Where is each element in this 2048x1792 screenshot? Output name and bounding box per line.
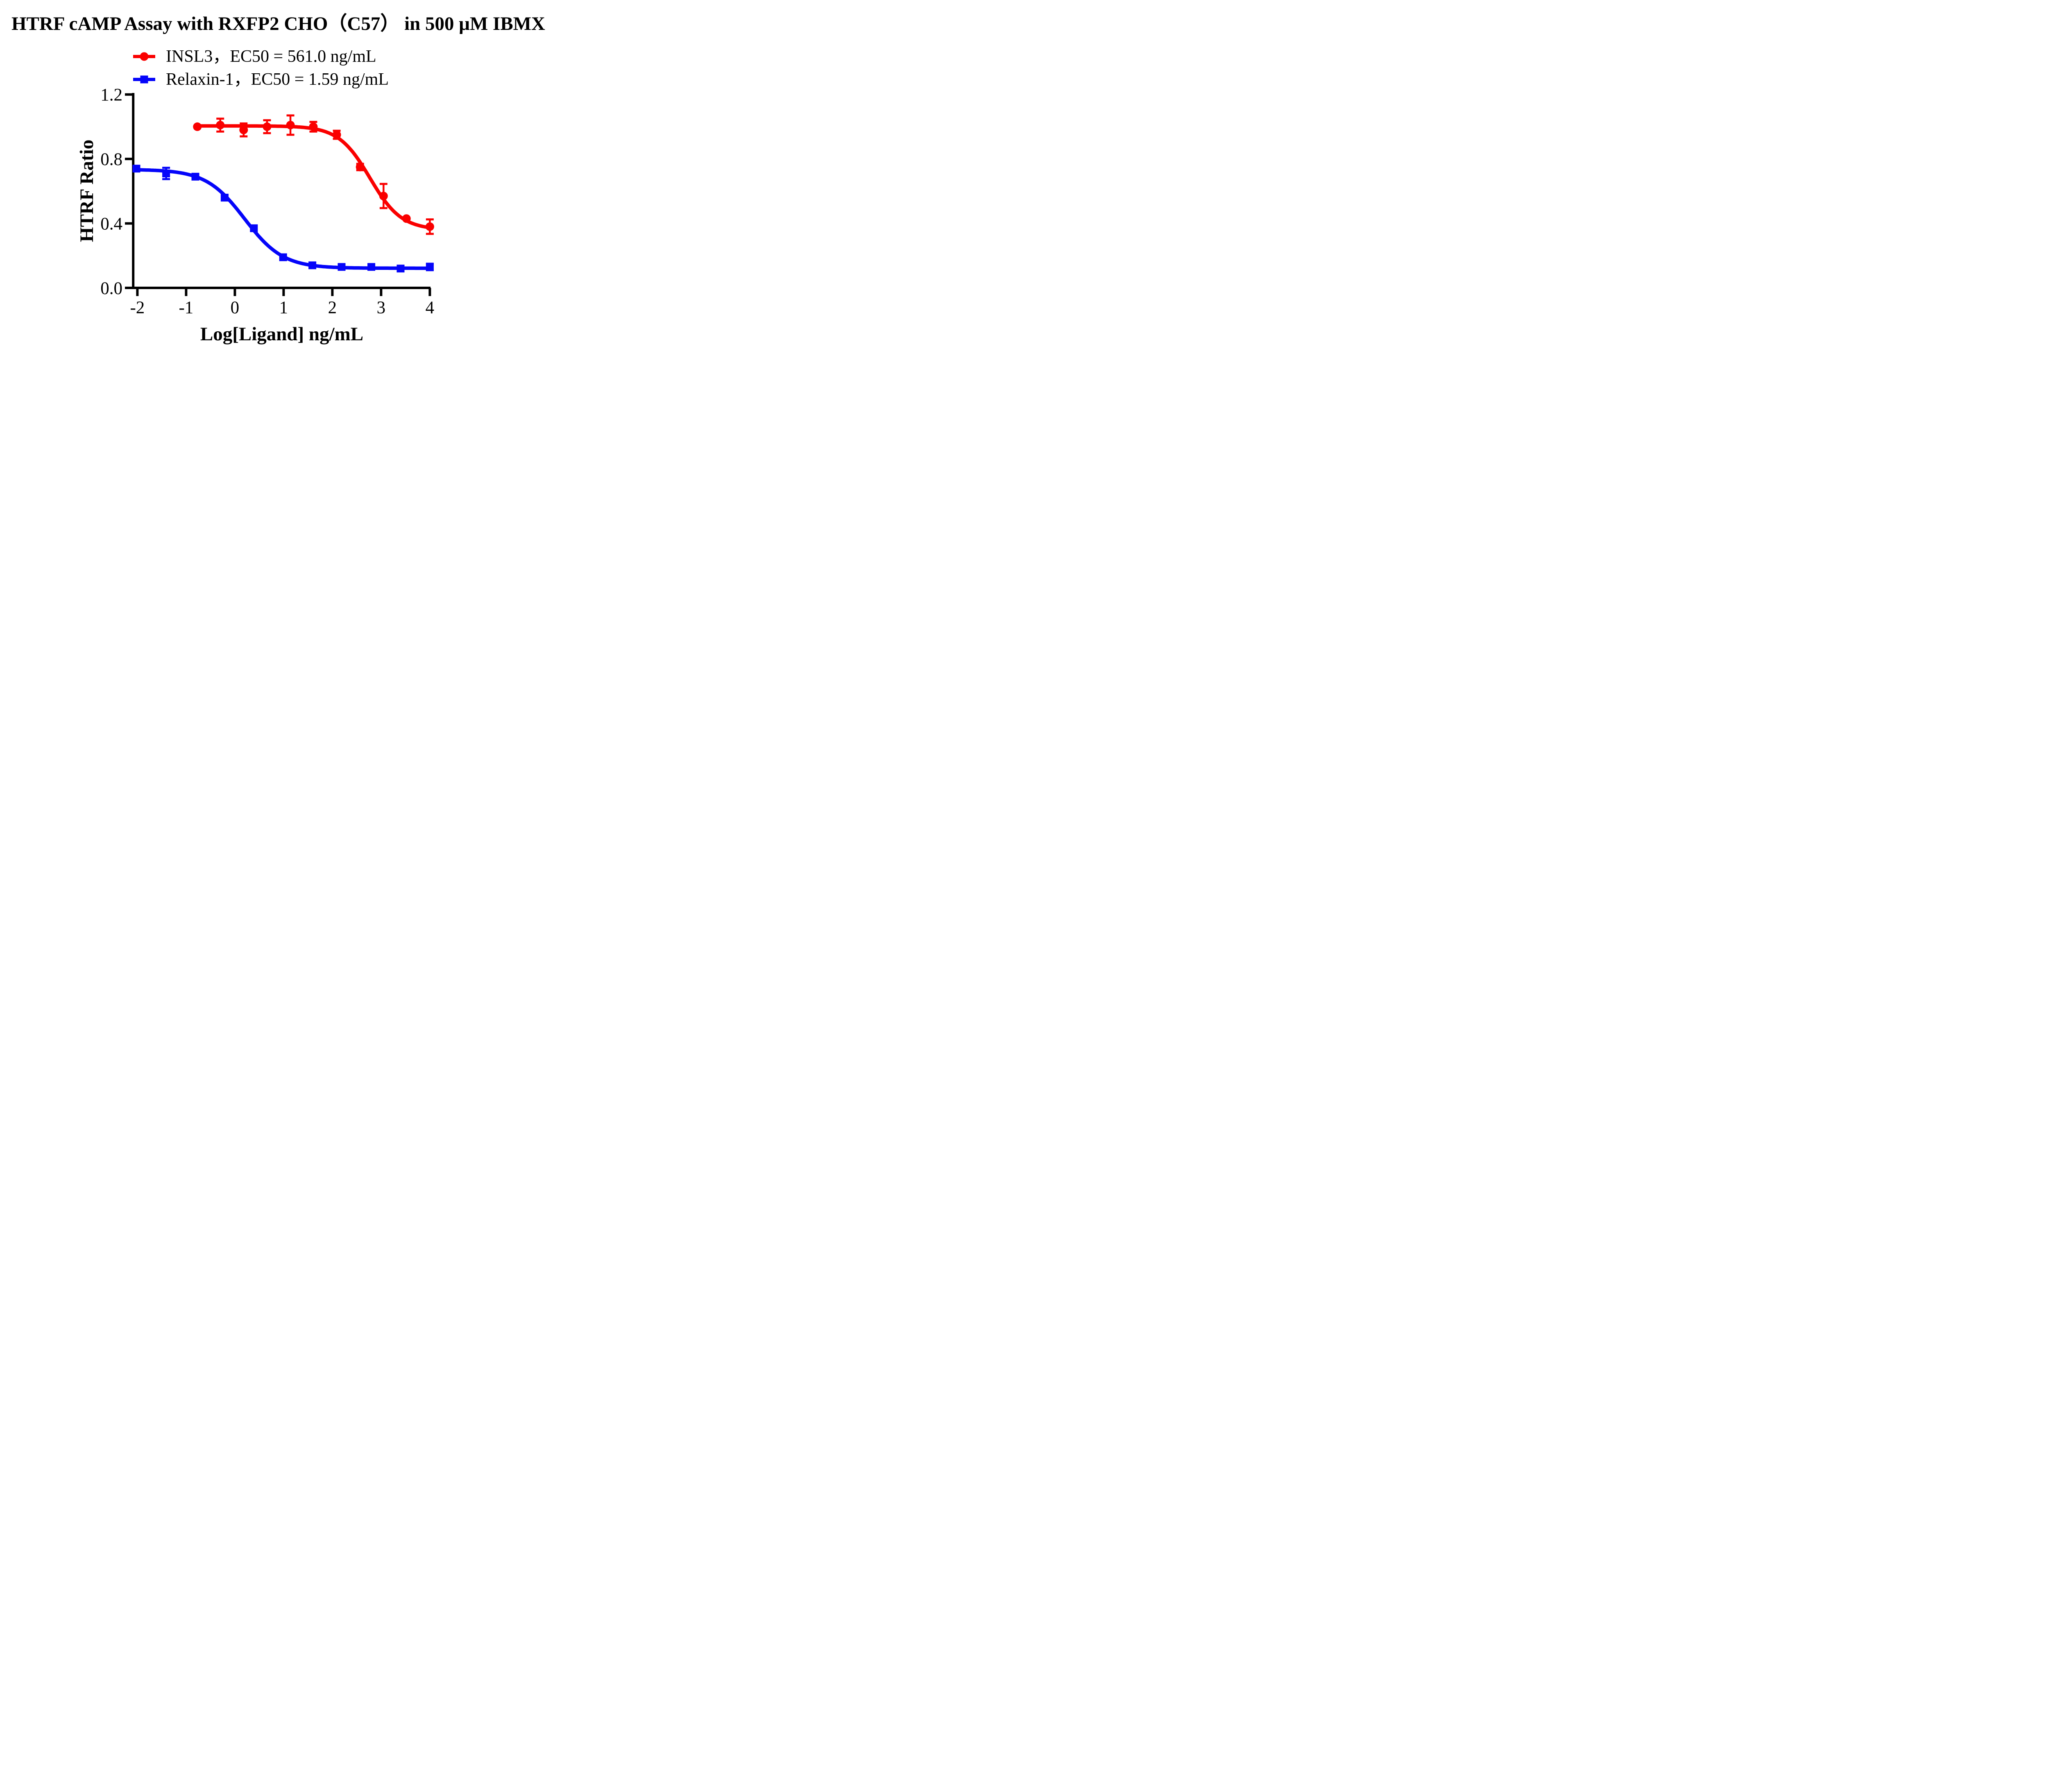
x-tick-label: 3 (377, 298, 386, 317)
data-point-relaxin-1 (162, 170, 170, 178)
figure: 0.0 0.4 0.8 1.2 -2 -1 0 1 2 3 4 HTRF cAMP Assay wi… (0, 0, 557, 358)
data-point-insl3 (332, 130, 341, 139)
data-point-insl3 (263, 122, 272, 131)
legend-label-relaxin1: Relaxin-1，EC50 = 1.59 ng/mL (166, 70, 389, 89)
chart-svg: 0.0 0.4 0.8 1.2 -2 -1 0 1 2 3 4 (100, 86, 435, 317)
y-axis-label: HTRF Ratio (76, 139, 97, 242)
data-point-relaxin-1 (396, 265, 405, 273)
legend-item-relaxin1: Relaxin-1，EC50 = 1.59 ng/mL (132, 68, 389, 91)
x-tick-label: -2 (130, 298, 145, 317)
data-point-relaxin-1 (191, 172, 199, 181)
data-point-relaxin-1 (338, 263, 346, 271)
data-point-insl3 (239, 125, 248, 134)
data-point-relaxin-1 (367, 263, 376, 271)
x-axis-label: Log[Ligand] ng/mL (200, 324, 364, 345)
data-point-relaxin-1 (308, 261, 317, 269)
data-point-relaxin-1 (250, 224, 258, 232)
data-point-insl3 (286, 120, 295, 129)
data-point-relaxin-1 (220, 194, 229, 202)
legend-item-insl3: INSL3，EC50 = 561.0 ng/mL (132, 45, 389, 68)
y-tick-label: 0.0 (100, 279, 122, 298)
data-point-insl3 (309, 122, 318, 131)
y-tick-label: 1.2 (100, 86, 122, 105)
data-point-insl3 (425, 222, 434, 231)
x-tick-label: 1 (279, 298, 288, 317)
data-point-insl3 (379, 192, 388, 201)
blue-square-series-marker-icon (133, 75, 155, 84)
data-point-relaxin-1 (132, 165, 140, 173)
data-point-relaxin-1 (426, 263, 434, 271)
page-title: HTRF cAMP Assay with RXFP2 CHO（C57） in 5… (11, 13, 545, 34)
legend-label-insl3: INSL3，EC50 = 561.0 ng/mL (166, 47, 376, 66)
data-point-insl3 (356, 163, 365, 172)
data-point-insl3 (193, 122, 202, 131)
x-tick-label: 2 (328, 298, 337, 317)
data-point-relaxin-1 (279, 253, 287, 261)
x-tick-label: 4 (426, 298, 435, 317)
x-tick-label: -1 (179, 298, 193, 317)
x-tick-label: 0 (231, 298, 240, 317)
data-point-insl3 (402, 214, 411, 223)
y-tick-label: 0.4 (100, 215, 122, 234)
data-point-insl3 (216, 120, 225, 129)
y-tick-label: 0.8 (100, 150, 122, 169)
red-circle-series-marker-icon (133, 52, 155, 61)
legend: INSL3，EC50 = 561.0 ng/mL Relaxin-1，EC50 … (132, 45, 389, 91)
fit-curve-insl3 (195, 124, 432, 230)
